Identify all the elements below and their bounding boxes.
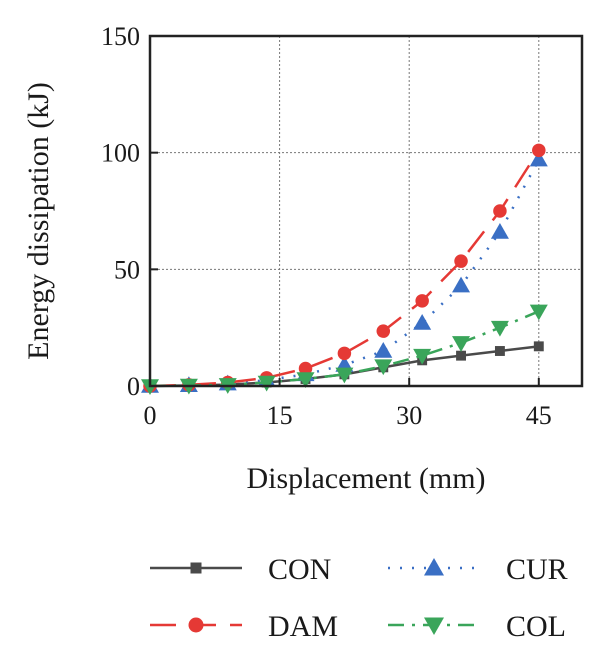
data-point-dam bbox=[454, 254, 468, 268]
data-point-col bbox=[413, 348, 432, 365]
legend-marker-cur bbox=[424, 558, 444, 576]
data-point-con bbox=[533, 341, 544, 352]
legend-label-con: CON bbox=[268, 553, 331, 586]
data-point-col bbox=[296, 372, 315, 388]
axis-ticks: 0 15 30 45 0 50 100 150 bbox=[101, 22, 552, 430]
data-point-dam bbox=[376, 324, 391, 338]
series-line-col bbox=[149, 310, 540, 388]
legend-label-cur: CUR bbox=[506, 553, 568, 586]
data-point-col bbox=[335, 367, 354, 384]
data-point-dam bbox=[337, 346, 352, 361]
legend: CON CUR DAM COL bbox=[150, 553, 568, 643]
data-point-col bbox=[257, 375, 276, 392]
data-point-col bbox=[490, 320, 509, 337]
data-point-dam bbox=[415, 294, 429, 308]
y-tick-label: 100 bbox=[101, 139, 140, 168]
legend-item-col: COL bbox=[388, 610, 566, 643]
legend-marker-con bbox=[190, 562, 202, 574]
y-tick-label: 0 bbox=[127, 372, 140, 401]
data-point-cur bbox=[374, 342, 393, 358]
legend-label-col: COL bbox=[506, 610, 566, 643]
grid-lines bbox=[150, 36, 582, 386]
series-col bbox=[141, 304, 548, 395]
x-tick-label: 30 bbox=[396, 401, 422, 430]
data-point-cur bbox=[413, 314, 432, 330]
plot-frame bbox=[148, 34, 584, 388]
y-axis-label: Energy dissipation (kJ) bbox=[22, 82, 55, 360]
data-point-dam bbox=[493, 204, 507, 218]
series-layer bbox=[141, 143, 548, 395]
x-tick-label: 0 bbox=[144, 401, 157, 430]
data-point-cur bbox=[452, 276, 471, 293]
legend-marker-col bbox=[424, 617, 444, 635]
legend-label-dam: DAM bbox=[268, 610, 338, 643]
data-point-col bbox=[452, 336, 471, 352]
series-dam bbox=[143, 143, 546, 393]
x-axis-label: Displacement (mm) bbox=[246, 462, 485, 495]
legend-marker-dam bbox=[188, 617, 204, 633]
data-point-col bbox=[529, 304, 548, 321]
data-point-cur bbox=[490, 223, 509, 239]
series-line-cur bbox=[149, 159, 540, 388]
data-point-dam bbox=[532, 143, 546, 158]
legend-item-dam: DAM bbox=[150, 610, 338, 643]
legend-item-cur: CUR bbox=[388, 553, 568, 586]
y-tick-label: 50 bbox=[114, 255, 140, 284]
x-tick-label: 45 bbox=[526, 401, 552, 430]
series-line-dam bbox=[149, 149, 540, 388]
legend-item-con: CON bbox=[150, 553, 331, 586]
data-point-col bbox=[374, 359, 393, 376]
data-point-con bbox=[494, 346, 505, 356]
data-point-con bbox=[456, 350, 466, 361]
data-point-dam bbox=[298, 361, 313, 376]
x-tick-label: 15 bbox=[267, 401, 293, 430]
y-tick-label: 150 bbox=[101, 22, 140, 51]
data-point-cur bbox=[529, 150, 548, 167]
